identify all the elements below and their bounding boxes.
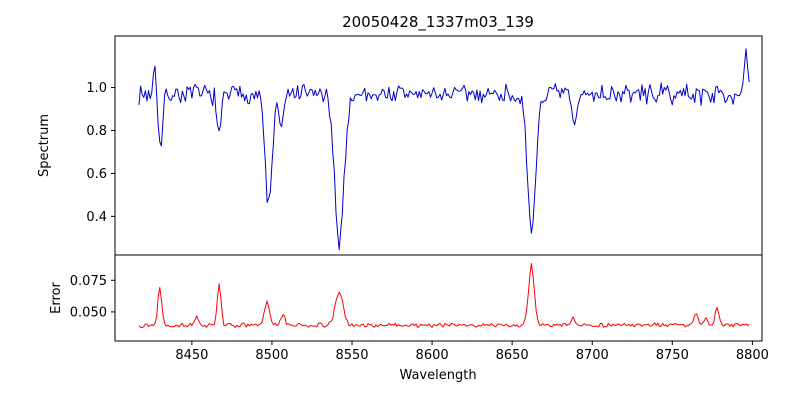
chart-title: 20050428_1337m03_139: [342, 13, 534, 32]
x-axis-label: Wavelength: [399, 368, 476, 383]
error-line: [138, 263, 750, 329]
x-tick-label: 8750: [656, 348, 689, 363]
spectrum-panel: 0.4 0.6 0.8 1.0: [86, 35, 763, 256]
spectrum-panel-border: [114, 35, 763, 256]
spectrum-y-axis-label: Spectrum: [37, 114, 52, 177]
spectrum-y-tick-label: 0.4: [86, 210, 107, 225]
x-tick-label: 8800: [736, 348, 769, 363]
spectrum-line: [138, 48, 750, 251]
error-y-tick-label: 0.050: [70, 305, 107, 320]
x-tick-label: 8700: [576, 348, 609, 363]
spectrum-y-tick-label: 0.6: [86, 167, 107, 182]
x-tick-label: 8500: [255, 348, 288, 363]
error-y-axis-label: Error: [49, 282, 64, 314]
x-tick-label: 8550: [335, 348, 368, 363]
x-tick-label: 8450: [175, 348, 208, 363]
x-tick-label: 8650: [496, 348, 529, 363]
error-panel-border: [114, 254, 763, 342]
spectrum-y-tick-label: 0.8: [86, 124, 107, 139]
error-panel: 0.050 0.075 8450 8500 8550 8600 8650 8700 8750 88…: [70, 254, 769, 363]
error-y-tick-label: 0.075: [70, 274, 107, 289]
spectrum-y-tick-label: 1.0: [86, 81, 107, 96]
x-tick-label: 8600: [416, 348, 449, 363]
